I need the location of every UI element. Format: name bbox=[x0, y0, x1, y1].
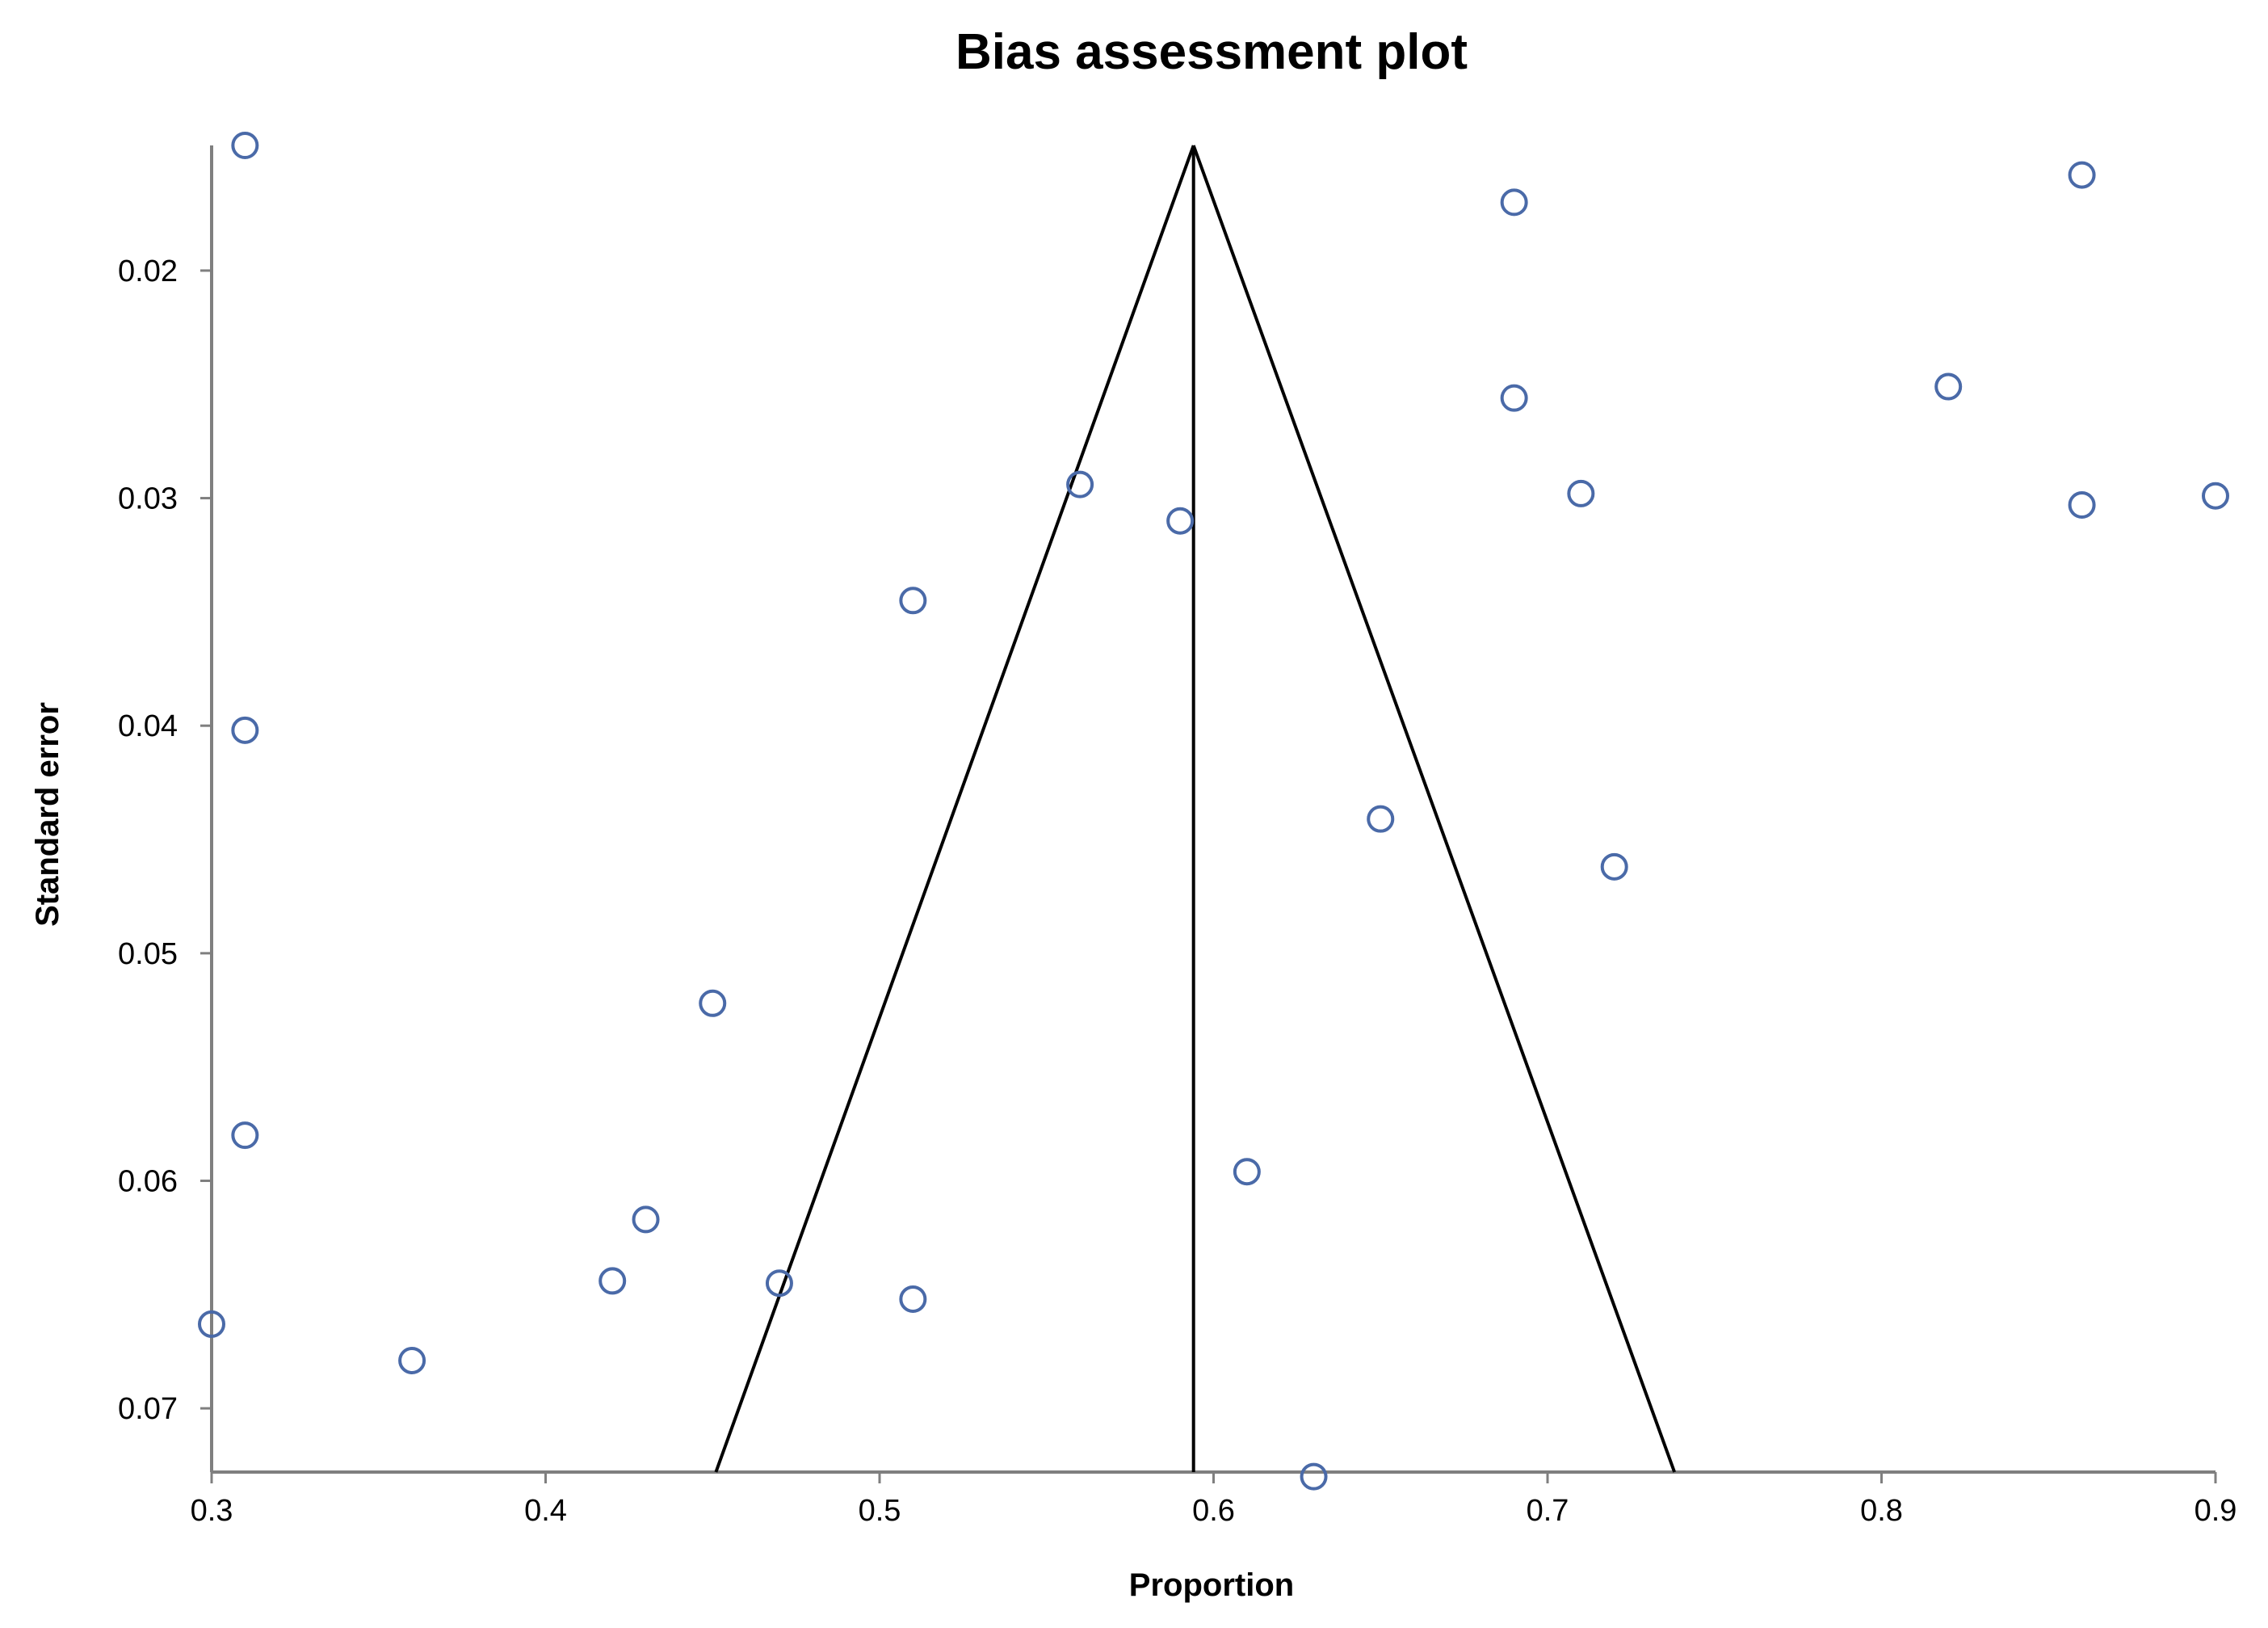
x-axis-label: Proportion bbox=[1129, 1567, 1294, 1603]
data-point bbox=[598, 1267, 627, 1295]
chart-title: Bias assessment plot bbox=[956, 24, 1468, 80]
y-tick-label: 0.06 bbox=[118, 1164, 178, 1198]
funnel-left-line bbox=[714, 145, 1195, 1473]
x-tick-label: 0.3 bbox=[191, 1494, 233, 1528]
x-tick-label: 0.7 bbox=[1527, 1494, 1569, 1528]
funnel-right-line bbox=[1191, 145, 1677, 1473]
funnel-lines bbox=[714, 145, 1677, 1473]
data-point bbox=[1600, 852, 1628, 881]
y-tick-label: 0.03 bbox=[118, 482, 178, 516]
x-tick-label: 0.4 bbox=[524, 1494, 567, 1528]
y-tick-label: 0.05 bbox=[118, 937, 178, 971]
data-point bbox=[1934, 372, 1963, 401]
data-point bbox=[198, 1310, 225, 1338]
data-point bbox=[632, 1205, 660, 1234]
data-point bbox=[1500, 188, 1528, 217]
data-point bbox=[899, 1285, 927, 1313]
y-tick-label: 0.04 bbox=[118, 709, 178, 743]
data-point bbox=[2202, 482, 2229, 510]
axes: 0.3 0.4 0.5 0.6 0.7 0.8 0.9 0.02 0.03 0.04 0.05 0.0… bbox=[118, 145, 2236, 1528]
y-axis-label: Standard error bbox=[30, 702, 65, 927]
data-point bbox=[1166, 507, 1195, 535]
data-point bbox=[699, 989, 727, 1017]
data-point bbox=[2068, 161, 2096, 189]
data-point bbox=[2068, 491, 2096, 520]
data-point bbox=[231, 1121, 259, 1150]
data-points bbox=[198, 132, 2229, 1491]
data-point bbox=[1300, 1462, 1328, 1491]
data-point bbox=[1567, 479, 1595, 507]
x-tick-label: 0.6 bbox=[1192, 1494, 1235, 1528]
y-tick-label: 0.02 bbox=[118, 255, 178, 288]
data-point bbox=[1066, 470, 1094, 498]
data-point bbox=[231, 716, 259, 744]
data-point bbox=[1367, 805, 1395, 833]
x-tick-label: 0.8 bbox=[1860, 1494, 1903, 1528]
x-tick-label: 0.9 bbox=[2194, 1494, 2237, 1528]
x-tick-label: 0.5 bbox=[859, 1494, 901, 1528]
data-point bbox=[1233, 1158, 1261, 1186]
data-point bbox=[231, 132, 259, 159]
y-tick-label: 0.07 bbox=[118, 1392, 178, 1426]
data-point bbox=[1500, 384, 1528, 412]
data-point bbox=[765, 1269, 793, 1298]
data-point bbox=[899, 587, 927, 615]
data-point bbox=[398, 1346, 426, 1374]
